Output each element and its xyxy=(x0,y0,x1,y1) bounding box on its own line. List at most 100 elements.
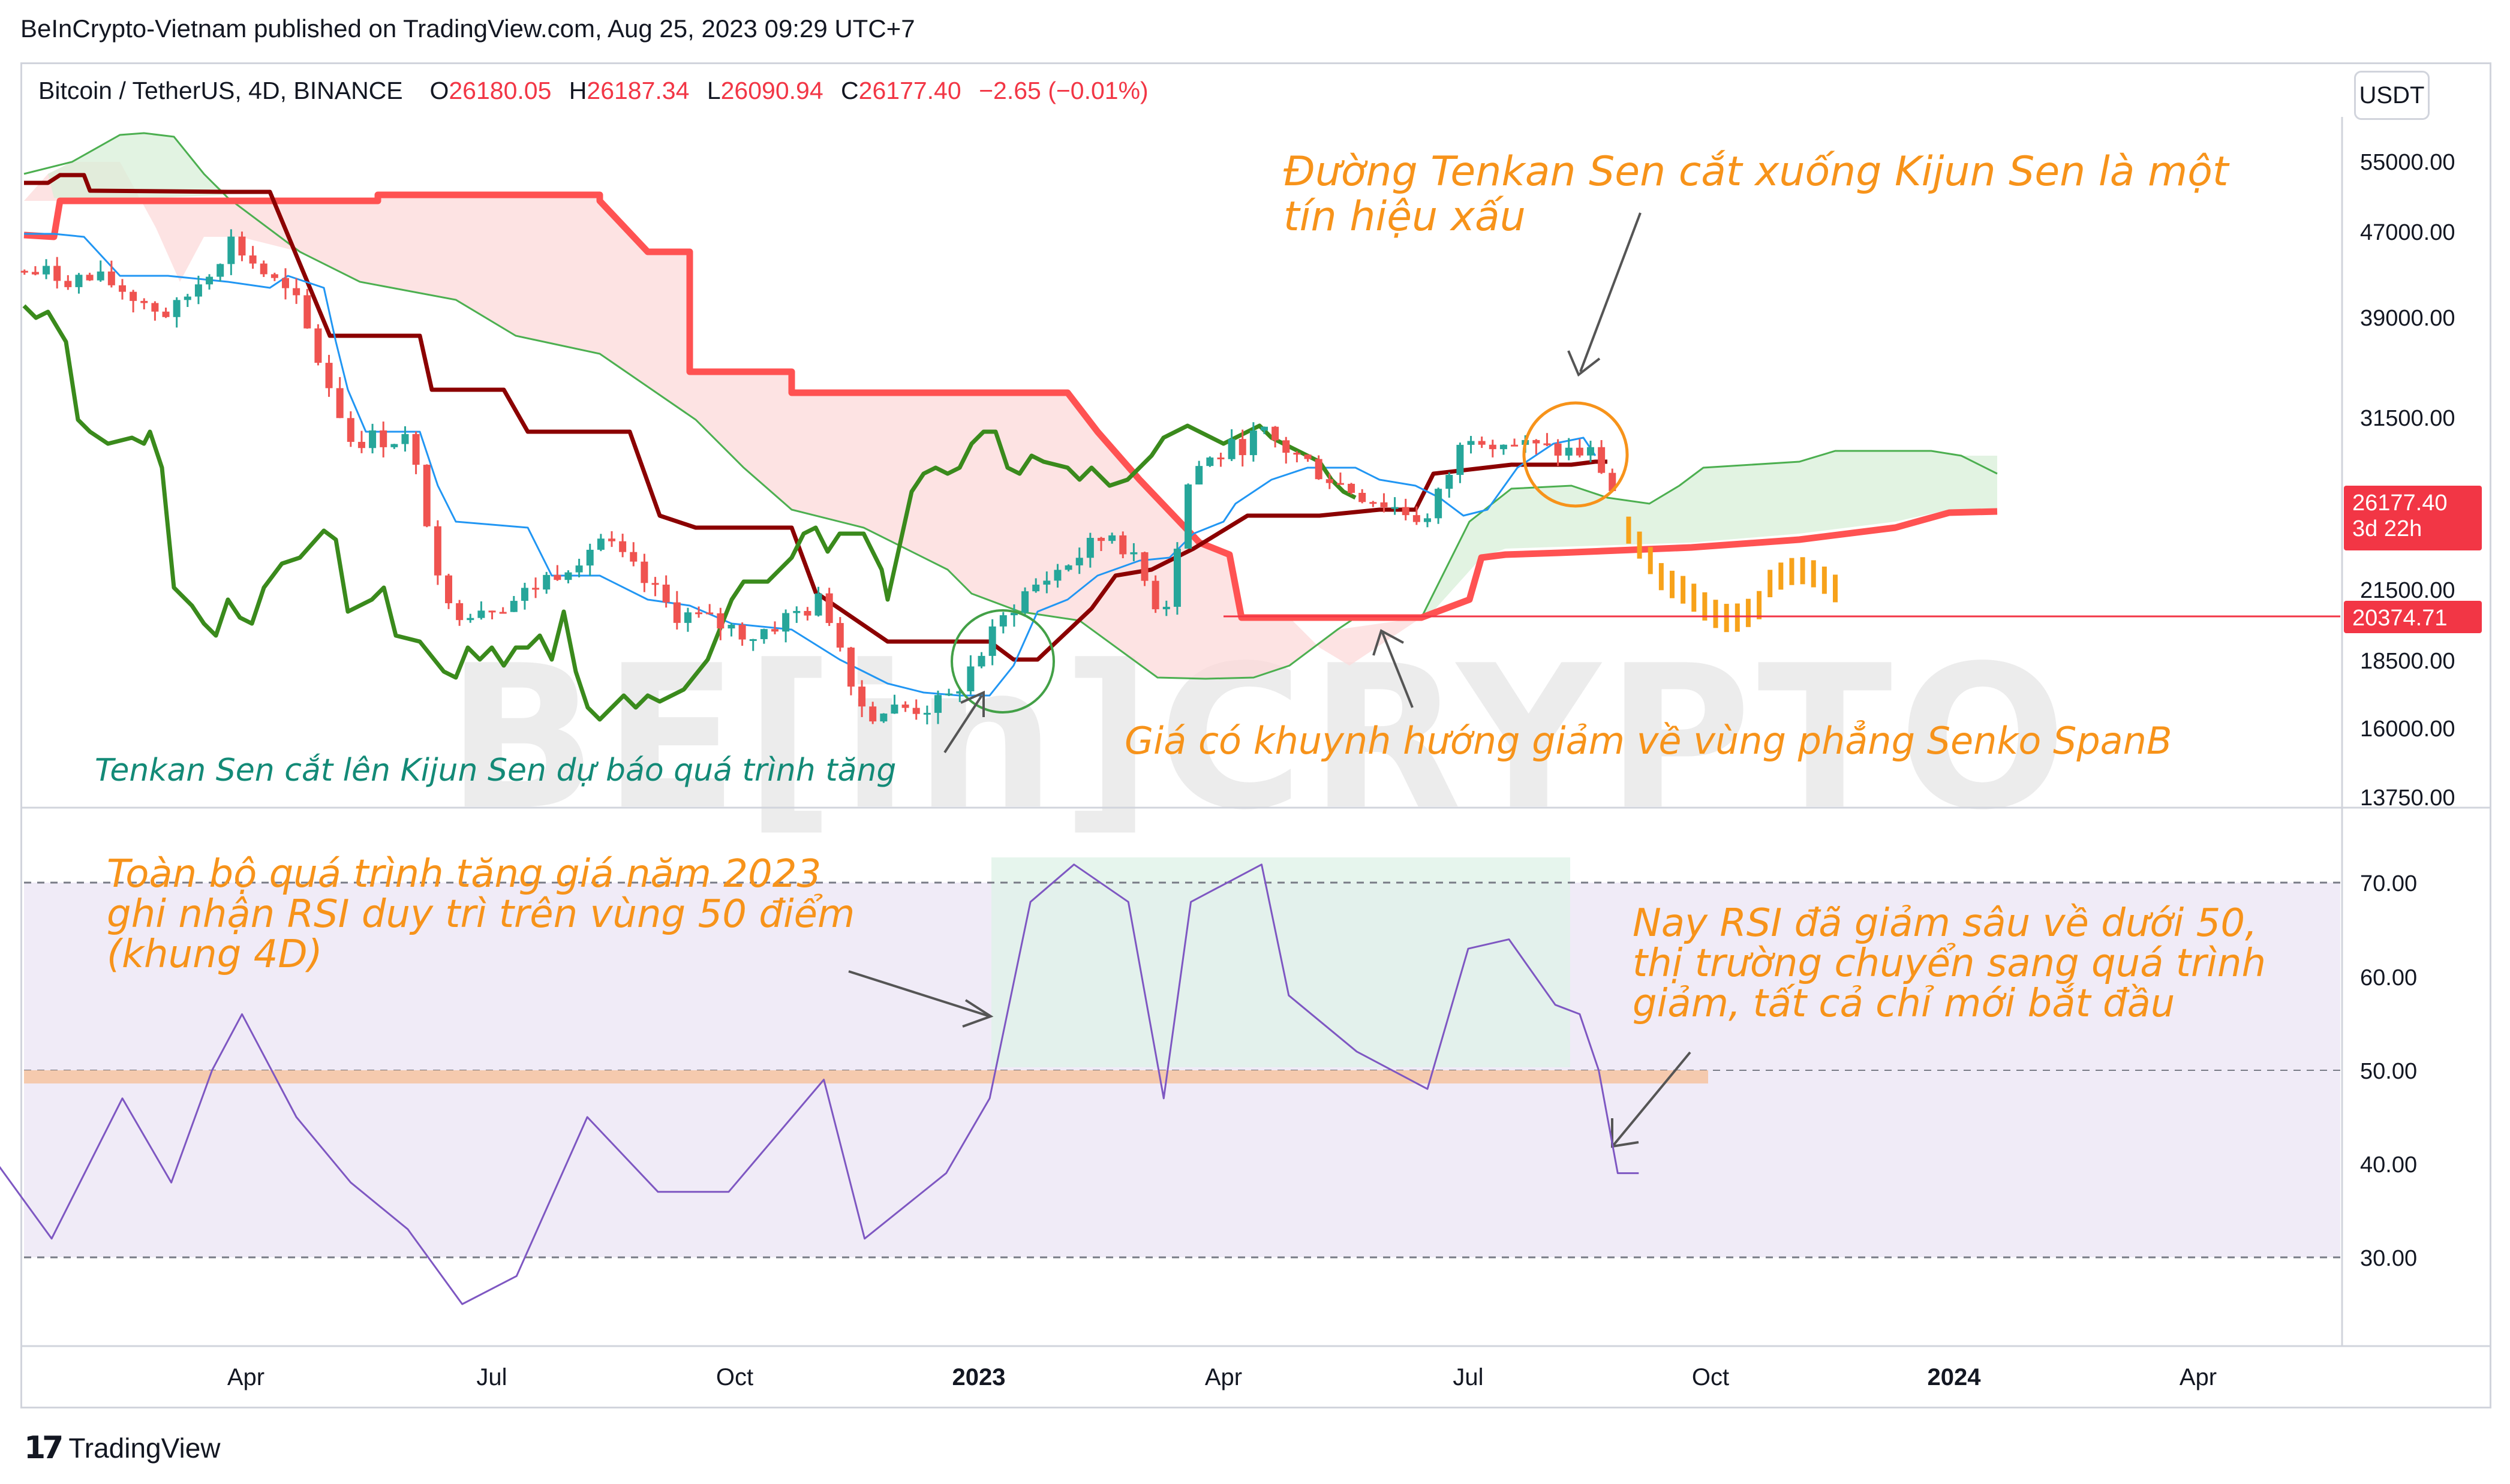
candle-body xyxy=(891,705,898,714)
arrow-bullish-cross xyxy=(943,690,985,754)
candle-countdown: 3d 22h xyxy=(2352,516,2422,541)
annotation-tenkan-cross-down: Đường Tenkan Sen cắt xuống Kijun Sen là … xyxy=(1283,148,2229,240)
candle-body xyxy=(814,593,822,616)
candle-body xyxy=(564,572,572,580)
candle-body xyxy=(293,288,300,296)
candle-body xyxy=(467,618,474,621)
tenkan-sen-line xyxy=(24,233,1597,697)
candle-body xyxy=(597,538,605,550)
candle-body xyxy=(738,624,746,640)
candle-body xyxy=(999,615,1007,627)
candle-body xyxy=(1043,580,1051,585)
open-value: 26180.05 xyxy=(449,77,552,104)
price-tick: 13750.00 xyxy=(2360,785,2455,811)
annotation-tenkan-cross-up: Tenkan Sen cắt lên Kijun Sen dự báo quá … xyxy=(95,752,897,788)
price-axis[interactable]: 55000.00 47000.00 39000.00 31500.00 2150… xyxy=(2360,150,2455,811)
projection-bar xyxy=(1789,558,1794,585)
rsi-axis[interactable]: 70.00 60.00 50.00 40.00 30.00 xyxy=(2360,871,2417,1271)
candle-body xyxy=(825,593,833,624)
candle-body xyxy=(1543,443,1551,445)
rsi-tick: 40.00 xyxy=(2360,1152,2417,1178)
candle-body xyxy=(20,270,28,273)
candle-body xyxy=(401,434,409,444)
candle-body xyxy=(967,666,975,691)
candle-body xyxy=(575,565,583,573)
candle-body xyxy=(31,272,39,275)
candle-body xyxy=(1369,502,1377,504)
candle-body xyxy=(717,613,725,629)
candle-body xyxy=(945,693,953,696)
time-tick: Apr xyxy=(2180,1364,2217,1390)
candle-body xyxy=(1576,447,1583,456)
candlestick-series xyxy=(20,229,1616,725)
candle-body xyxy=(477,610,485,618)
candle-body xyxy=(369,430,377,448)
candle-body xyxy=(782,613,790,632)
candle-body xyxy=(357,441,365,448)
candle-body xyxy=(97,271,104,281)
candle-body xyxy=(1217,457,1225,460)
candle-body xyxy=(1228,439,1236,459)
candle-body xyxy=(554,574,561,580)
projection-bar xyxy=(1658,563,1664,591)
candle-body xyxy=(1598,447,1606,473)
candle-body xyxy=(988,626,996,656)
kumo-cloud-bullish-left xyxy=(48,133,228,201)
low-label: L xyxy=(707,77,721,104)
projection-bar xyxy=(1811,560,1816,588)
candle-body xyxy=(901,705,909,708)
time-tick: 2024 xyxy=(1928,1364,1982,1390)
candle-body xyxy=(619,541,627,552)
candle-body xyxy=(140,300,148,303)
price-tick: 21500.00 xyxy=(2360,578,2455,603)
candle-body xyxy=(347,418,354,442)
bearish-cross-circle xyxy=(1522,401,1629,508)
high-label: H xyxy=(569,77,587,104)
candle-body xyxy=(238,236,246,256)
candle-body xyxy=(1412,515,1420,522)
currency-button[interactable]: USDT xyxy=(2354,71,2430,120)
candle-body xyxy=(1119,535,1127,555)
candle-body xyxy=(1348,483,1355,493)
candle-body xyxy=(1456,444,1464,475)
candle-body xyxy=(314,328,322,363)
time-tick: Jul xyxy=(1453,1364,1483,1390)
projection-bar xyxy=(1637,531,1642,559)
candle-body xyxy=(1304,454,1312,459)
candle-body xyxy=(1391,507,1399,509)
candle-body xyxy=(43,266,50,275)
symbol-name[interactable]: Bitcoin / TetherUS, 4D, BINANCE xyxy=(38,77,403,104)
candle-body xyxy=(1010,612,1018,616)
candle-body xyxy=(1032,585,1040,592)
current-price-tag: 26177.40 3d 22h xyxy=(2344,486,2482,550)
candle-body xyxy=(608,538,615,541)
time-tick: 2023 xyxy=(952,1364,1006,1390)
projection-bar xyxy=(1767,570,1773,598)
projection-bar xyxy=(1833,574,1838,603)
candle-body xyxy=(1086,538,1094,558)
projection-bar xyxy=(1724,604,1729,633)
candle-body xyxy=(1467,441,1475,445)
candle-body xyxy=(1282,440,1290,453)
candle-body xyxy=(1239,439,1246,456)
annotation-rsi-2023: Toàn bộ quá trình tăng giá năm 2023 ghi … xyxy=(107,852,855,977)
symbol-legend: Bitcoin / TetherUS, 4D, BINANCE O26180.0… xyxy=(38,77,1159,105)
candle-body xyxy=(662,585,670,603)
candle-body xyxy=(771,629,778,632)
candle-body xyxy=(1054,570,1062,581)
candle-body xyxy=(521,588,528,601)
tradingview-logo[interactable]: 17 TradingView xyxy=(24,1430,221,1466)
candle-body xyxy=(836,623,844,648)
price-tick: 55000.00 xyxy=(2360,150,2455,175)
projection-bar xyxy=(1778,562,1784,590)
candle-body xyxy=(282,278,289,288)
candle-body xyxy=(423,465,431,526)
support-price-tag: 20374.71 xyxy=(2344,601,2482,633)
candle-body xyxy=(1075,558,1083,565)
candle-body xyxy=(1162,607,1170,610)
projection-bar xyxy=(1691,583,1697,612)
candle-body xyxy=(749,639,757,641)
candle-body xyxy=(1065,565,1072,570)
time-axis[interactable]: Apr Jul Oct 2023 Apr Jul Oct 2024 Apr xyxy=(227,1364,2217,1390)
